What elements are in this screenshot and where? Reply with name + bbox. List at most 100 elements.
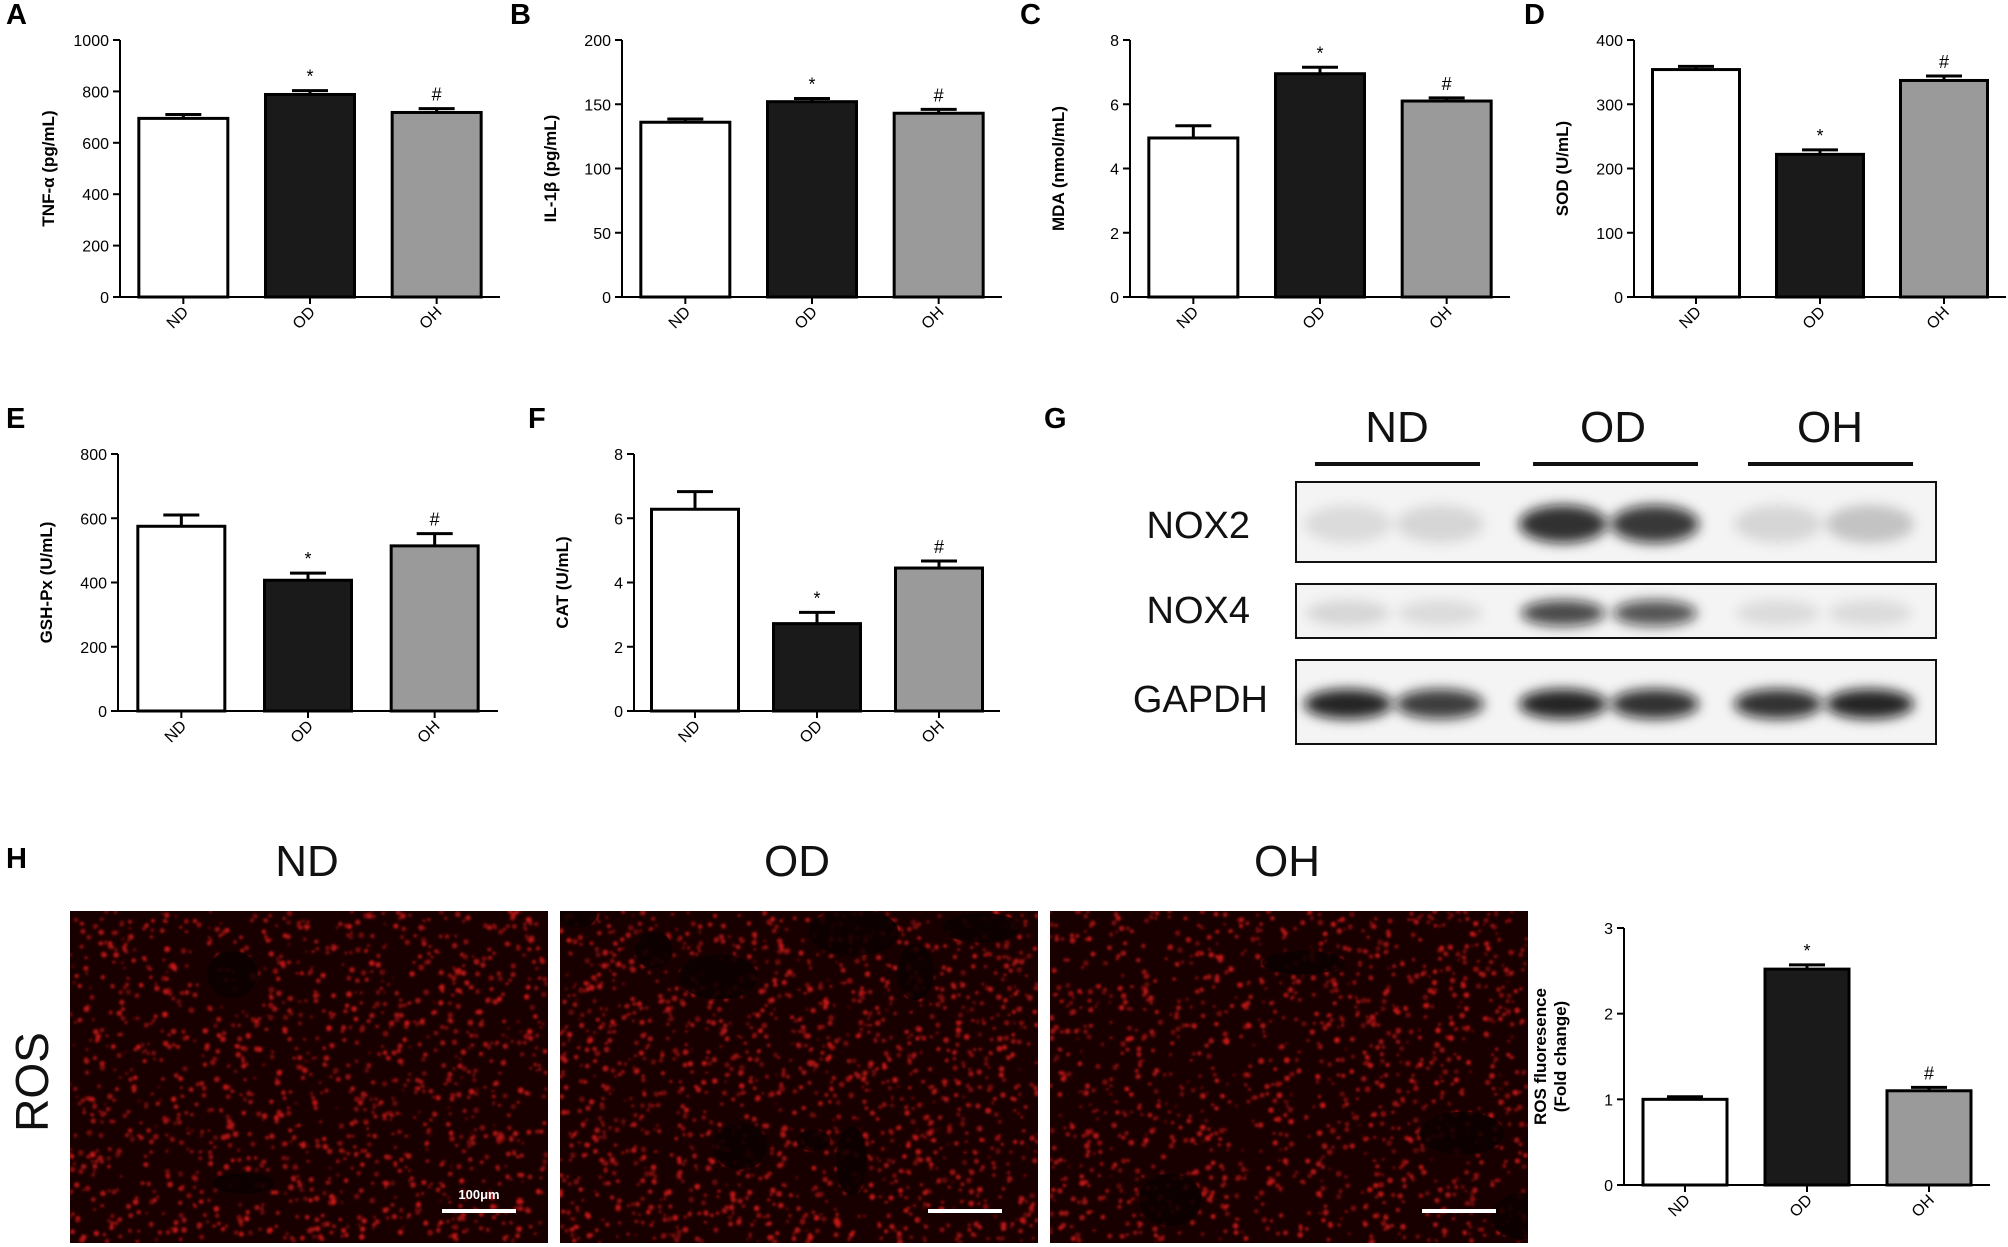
blot-band bbox=[1734, 505, 1822, 543]
y-axis-label: ROS fluoresence bbox=[1531, 988, 1550, 1125]
chart-e-gshpx: 0 200 400 600 800 GSH-Px (U/mL) ND OD * OH # bbox=[37, 447, 498, 747]
chart-a-tnf: 0 200 400 600 800 1000 TNF-α (pg/mL) ND OD * OH # bbox=[39, 33, 500, 333]
significance-mark: # bbox=[1442, 74, 1452, 94]
ros-signal bbox=[560, 911, 1038, 1243]
blot-label-nox2: NOX2 bbox=[1147, 505, 1250, 547]
bar-nd bbox=[639, 120, 732, 299]
bar-od bbox=[766, 100, 858, 299]
x-tick-label: ND bbox=[666, 304, 694, 332]
y-tick-label: 100 bbox=[584, 162, 611, 179]
x-tick-label: ND bbox=[1174, 304, 1202, 332]
ros-dark-region bbox=[212, 1172, 275, 1194]
ros-image-content bbox=[560, 911, 1038, 1243]
y-tick-label: 200 bbox=[82, 239, 109, 256]
x-tick-label: ND bbox=[162, 718, 190, 746]
blot-band bbox=[1396, 689, 1484, 719]
panel-letter-g: G bbox=[1044, 403, 1067, 435]
blot-band bbox=[1611, 505, 1699, 543]
y-axis-label: SOD (U/mL) bbox=[1553, 121, 1572, 216]
blot-bands bbox=[1306, 600, 1912, 626]
bar-oh bbox=[1899, 78, 1989, 299]
panel-letter-a: A bbox=[6, 0, 27, 31]
blot-band bbox=[1519, 505, 1607, 543]
ros-images: ND OD OH ROS 100μm bbox=[6, 837, 1528, 1243]
x-tick-label: OD bbox=[1787, 1192, 1816, 1221]
x-tick-label: OD bbox=[797, 718, 826, 747]
blot-strip-gapdh bbox=[1295, 659, 1937, 745]
blot-band bbox=[1736, 600, 1820, 626]
bar-nd bbox=[136, 524, 227, 713]
chart-d-sod: 0 100 200 300 400 SOD (U/mL) ND OD * OH # bbox=[1553, 33, 2006, 333]
significance-mark: # bbox=[934, 85, 944, 105]
bar-od bbox=[1274, 72, 1366, 299]
ros-image-bg bbox=[560, 911, 1038, 1243]
y-tick-label: 6 bbox=[1110, 97, 1119, 114]
ros-signal bbox=[70, 911, 548, 1243]
bar-oh bbox=[892, 111, 985, 299]
y-tick-label: 400 bbox=[82, 187, 109, 204]
blot-band bbox=[1611, 689, 1699, 719]
ros-row-label: ROS bbox=[6, 1032, 58, 1132]
y-tick-label: 800 bbox=[80, 447, 107, 464]
ros-title-nd: ND bbox=[275, 837, 339, 886]
blot-band bbox=[1521, 600, 1605, 626]
blot-label-gapdh: GAPDH bbox=[1133, 679, 1268, 721]
scale-bars: 100μm bbox=[442, 1187, 1496, 1213]
x-tick-label: OH bbox=[1909, 1192, 1938, 1221]
y-tick-label: 600 bbox=[82, 136, 109, 153]
bar-oh bbox=[389, 544, 480, 713]
blot-band bbox=[1306, 600, 1390, 626]
blot-group-nd: ND bbox=[1365, 403, 1429, 452]
significance-mark: * bbox=[813, 588, 820, 608]
ros-dark-region bbox=[713, 1123, 768, 1170]
significance-mark: * bbox=[1816, 126, 1823, 146]
bar-od bbox=[772, 622, 862, 713]
blot-band bbox=[1304, 689, 1392, 719]
blot-band bbox=[1304, 505, 1392, 543]
ros-dark-region bbox=[796, 1130, 831, 1151]
blot-band bbox=[1396, 505, 1484, 543]
x-tick-label: OD bbox=[792, 304, 821, 333]
bar-od bbox=[264, 92, 356, 299]
y-tick-label: 3 bbox=[1604, 921, 1613, 938]
panel-letters: A B C D E F G H bbox=[6, 0, 1545, 875]
bar-oh bbox=[1400, 99, 1493, 299]
ros-dark-region bbox=[207, 951, 258, 999]
x-tick-label: OH bbox=[1924, 304, 1953, 333]
scale-bar-label: 100μm bbox=[458, 1187, 499, 1202]
ros-dark-region bbox=[678, 954, 758, 1000]
x-tick-label: ND bbox=[164, 304, 192, 332]
x-tick-label: OH bbox=[415, 718, 444, 747]
y-tick-label: 0 bbox=[1110, 290, 1119, 307]
x-tick-label: ND bbox=[1676, 304, 1704, 332]
y-axis-label: GSH-Px (U/mL) bbox=[37, 522, 56, 644]
bar-nd bbox=[650, 507, 740, 713]
x-tick-label: OD bbox=[288, 718, 317, 747]
blot-band bbox=[1826, 689, 1914, 719]
blot-group-oh: OH bbox=[1797, 403, 1863, 452]
panel-letter-d: D bbox=[1524, 0, 1545, 31]
ros-dark-region bbox=[836, 1126, 867, 1196]
y-tick-label: 400 bbox=[1596, 33, 1623, 50]
y-tick-label: 0 bbox=[602, 290, 611, 307]
bar-nd bbox=[137, 116, 230, 299]
x-tick-label: ND bbox=[1665, 1192, 1693, 1220]
panel-letter-f: F bbox=[528, 403, 546, 435]
x-tick-label: OD bbox=[290, 304, 319, 333]
ros-dark-region bbox=[634, 931, 673, 969]
bar-nd bbox=[1651, 68, 1741, 299]
blot-band bbox=[1828, 600, 1912, 626]
ros-signal bbox=[1050, 911, 1528, 1243]
ros-title-od: OD bbox=[764, 837, 830, 886]
significance-mark: * bbox=[808, 74, 815, 94]
y-axis-label-line2: (Fold change) bbox=[1551, 1001, 1570, 1112]
x-tick-label: OD bbox=[1800, 304, 1829, 333]
y-tick-label: 0 bbox=[614, 704, 623, 721]
x-tick-label: OH bbox=[417, 304, 446, 333]
significance-mark: # bbox=[934, 537, 944, 557]
y-tick-label: 150 bbox=[584, 97, 611, 114]
ros-dark-region bbox=[1138, 1173, 1202, 1226]
y-axis-label: IL-1β (pg/mL) bbox=[541, 115, 560, 223]
significance-mark: * bbox=[306, 67, 313, 87]
